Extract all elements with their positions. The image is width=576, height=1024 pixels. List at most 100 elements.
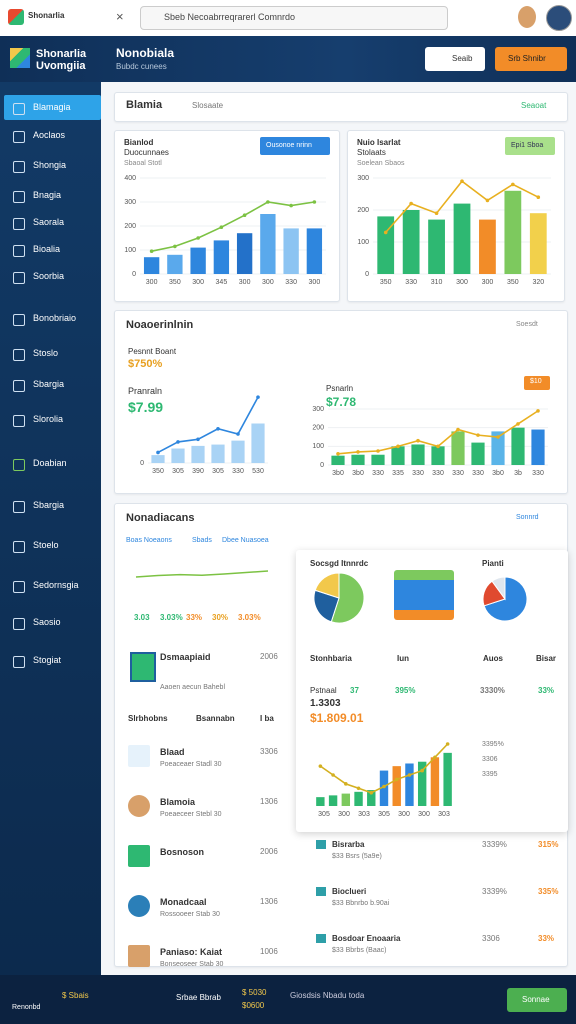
popup-tick: 3395 bbox=[482, 771, 498, 778]
chart: 0 350 305 390 305 330 530 bbox=[140, 395, 268, 475]
sidebar-icon bbox=[13, 349, 25, 361]
sidebar-item[interactable]: Bonobriaio bbox=[33, 313, 77, 323]
tab[interactable]: Sbads bbox=[192, 537, 212, 544]
button-label[interactable]: Sonnae bbox=[522, 995, 550, 1004]
chart bbox=[482, 576, 528, 622]
tab[interactable]: Dbee Nuasoea bbox=[222, 537, 269, 544]
popup-stat: 33% bbox=[538, 686, 555, 695]
metric-label: Pesnnt Boant bbox=[128, 347, 177, 356]
x-tick-label: 335 bbox=[392, 470, 404, 477]
sidebar-item[interactable]: Sedornsgia bbox=[33, 580, 79, 590]
x-tick-label: 330 bbox=[232, 468, 244, 475]
row-title[interactable]: Blaad bbox=[160, 747, 185, 757]
tab-close[interactable]: × bbox=[116, 9, 124, 24]
sidebar-icon bbox=[13, 272, 25, 284]
x-tick-label: 330 bbox=[405, 279, 417, 286]
x-tick-label: 300 bbox=[192, 279, 204, 286]
chart: 0 100 200 300 3b0 3b0 330 335 330 330 330 330 3b0 3b 3… bbox=[312, 406, 548, 477]
bar bbox=[171, 448, 185, 463]
popup-label: Pstnaal bbox=[310, 686, 337, 695]
feature-value: 2006 bbox=[260, 652, 278, 661]
metric-value: $750% bbox=[128, 358, 163, 370]
x-tick-label: 310 bbox=[431, 279, 443, 286]
section-link[interactable]: Seaoat bbox=[521, 101, 547, 110]
bar bbox=[354, 791, 363, 806]
row-value: 1306 bbox=[260, 797, 278, 806]
card-button[interactable] bbox=[505, 137, 555, 155]
sidebar-item[interactable]: Slorolia bbox=[33, 414, 64, 424]
row-title[interactable]: Bosnoson bbox=[160, 847, 204, 857]
bar bbox=[371, 454, 385, 465]
button-label[interactable]: Ousonoe nrinn bbox=[266, 142, 312, 149]
row-title[interactable]: Blamoia bbox=[160, 797, 196, 807]
card-button[interactable] bbox=[260, 137, 330, 155]
footer-item: Giosdsis Nbadu toda bbox=[290, 991, 365, 1000]
page-title: Nonobiala bbox=[116, 46, 175, 60]
sidebar-item[interactable]: Stogiat bbox=[33, 655, 62, 665]
tab[interactable]: Boas Noeaons bbox=[126, 537, 172, 544]
bar bbox=[471, 442, 485, 465]
row-sub: Poeaceaer Stadl 30 bbox=[160, 761, 222, 768]
button-label[interactable]: Epi1 Sboa bbox=[511, 142, 544, 149]
card-link[interactable]: Soesdt bbox=[516, 321, 538, 328]
sidebar-item[interactable]: Saorala bbox=[33, 217, 65, 227]
sidebar-item[interactable]: Saosio bbox=[33, 617, 61, 627]
tab-title: Shonarlia bbox=[28, 11, 65, 20]
avatar bbox=[546, 5, 572, 31]
overview-bar bbox=[114, 92, 568, 122]
pie-slice bbox=[491, 576, 506, 601]
popup-header: Iun bbox=[397, 654, 409, 663]
line-point bbox=[219, 225, 224, 229]
line-point bbox=[485, 198, 490, 203]
y-tick-label: 100 bbox=[357, 239, 369, 246]
sidebar-item[interactable]: Shongia bbox=[33, 160, 67, 170]
x-tick-label: 530 bbox=[252, 468, 264, 475]
list-header: Bsannabn bbox=[196, 714, 235, 723]
line-point bbox=[289, 203, 293, 208]
row-title[interactable]: Monadcaal bbox=[160, 897, 207, 907]
button-label[interactable]: Seaib bbox=[452, 54, 473, 63]
metric-label: Psnarln bbox=[326, 384, 354, 393]
bar bbox=[417, 761, 427, 806]
bar bbox=[531, 429, 545, 465]
row-title[interactable]: Bioclueri bbox=[332, 887, 367, 896]
popup-big: $1.809.01 bbox=[310, 711, 364, 725]
footer-button[interactable] bbox=[507, 988, 567, 1012]
sidebar-icon bbox=[13, 618, 25, 630]
bar bbox=[236, 233, 253, 274]
header-button[interactable] bbox=[425, 47, 485, 71]
sidebar-item[interactable]: Stoelo bbox=[33, 540, 59, 550]
line-point bbox=[420, 768, 424, 773]
sidebar-icon bbox=[13, 415, 25, 427]
x-tick-label: 3b0 bbox=[352, 470, 364, 477]
stat: 3.03 bbox=[134, 613, 150, 622]
sidebar-item[interactable]: Blamagia bbox=[33, 102, 71, 112]
sidebar-item[interactable]: Aoclaos bbox=[33, 130, 66, 140]
row-icon bbox=[316, 934, 326, 943]
bar bbox=[402, 210, 420, 274]
bar bbox=[411, 444, 425, 465]
bar bbox=[341, 793, 351, 806]
sidebar-item[interactable]: Sbargia bbox=[33, 379, 65, 389]
sidebar-item[interactable]: Bnagia bbox=[33, 190, 62, 200]
button-label[interactable]: Srb Shnibr bbox=[508, 54, 546, 63]
card-link[interactable]: Sonnrd bbox=[516, 514, 539, 521]
row-title[interactable]: Paniaso: Kaiat bbox=[160, 947, 223, 957]
footer-item: $ 5030 bbox=[242, 988, 267, 997]
row-title[interactable]: Bisrarba bbox=[332, 840, 365, 849]
sidebar-item[interactable]: Sbargia bbox=[33, 500, 65, 510]
line-point bbox=[456, 427, 460, 432]
section-title: Blamia bbox=[126, 99, 163, 111]
sidebar-item[interactable]: Stoslo bbox=[33, 348, 59, 358]
x-tick-label: 330 bbox=[432, 470, 444, 477]
sidebar-item[interactable]: Bioalia bbox=[33, 244, 61, 254]
line-point bbox=[196, 236, 200, 240]
row-title[interactable]: Bosdoar Enoaaria bbox=[332, 934, 401, 943]
x-tick-label: 305 bbox=[172, 468, 184, 475]
header-button[interactable] bbox=[495, 47, 567, 71]
sidebar-icon bbox=[13, 245, 25, 257]
row-icon bbox=[128, 945, 150, 967]
sidebar-item[interactable]: Soorbia bbox=[33, 271, 65, 281]
sidebar-item[interactable]: Doabian bbox=[33, 458, 67, 468]
